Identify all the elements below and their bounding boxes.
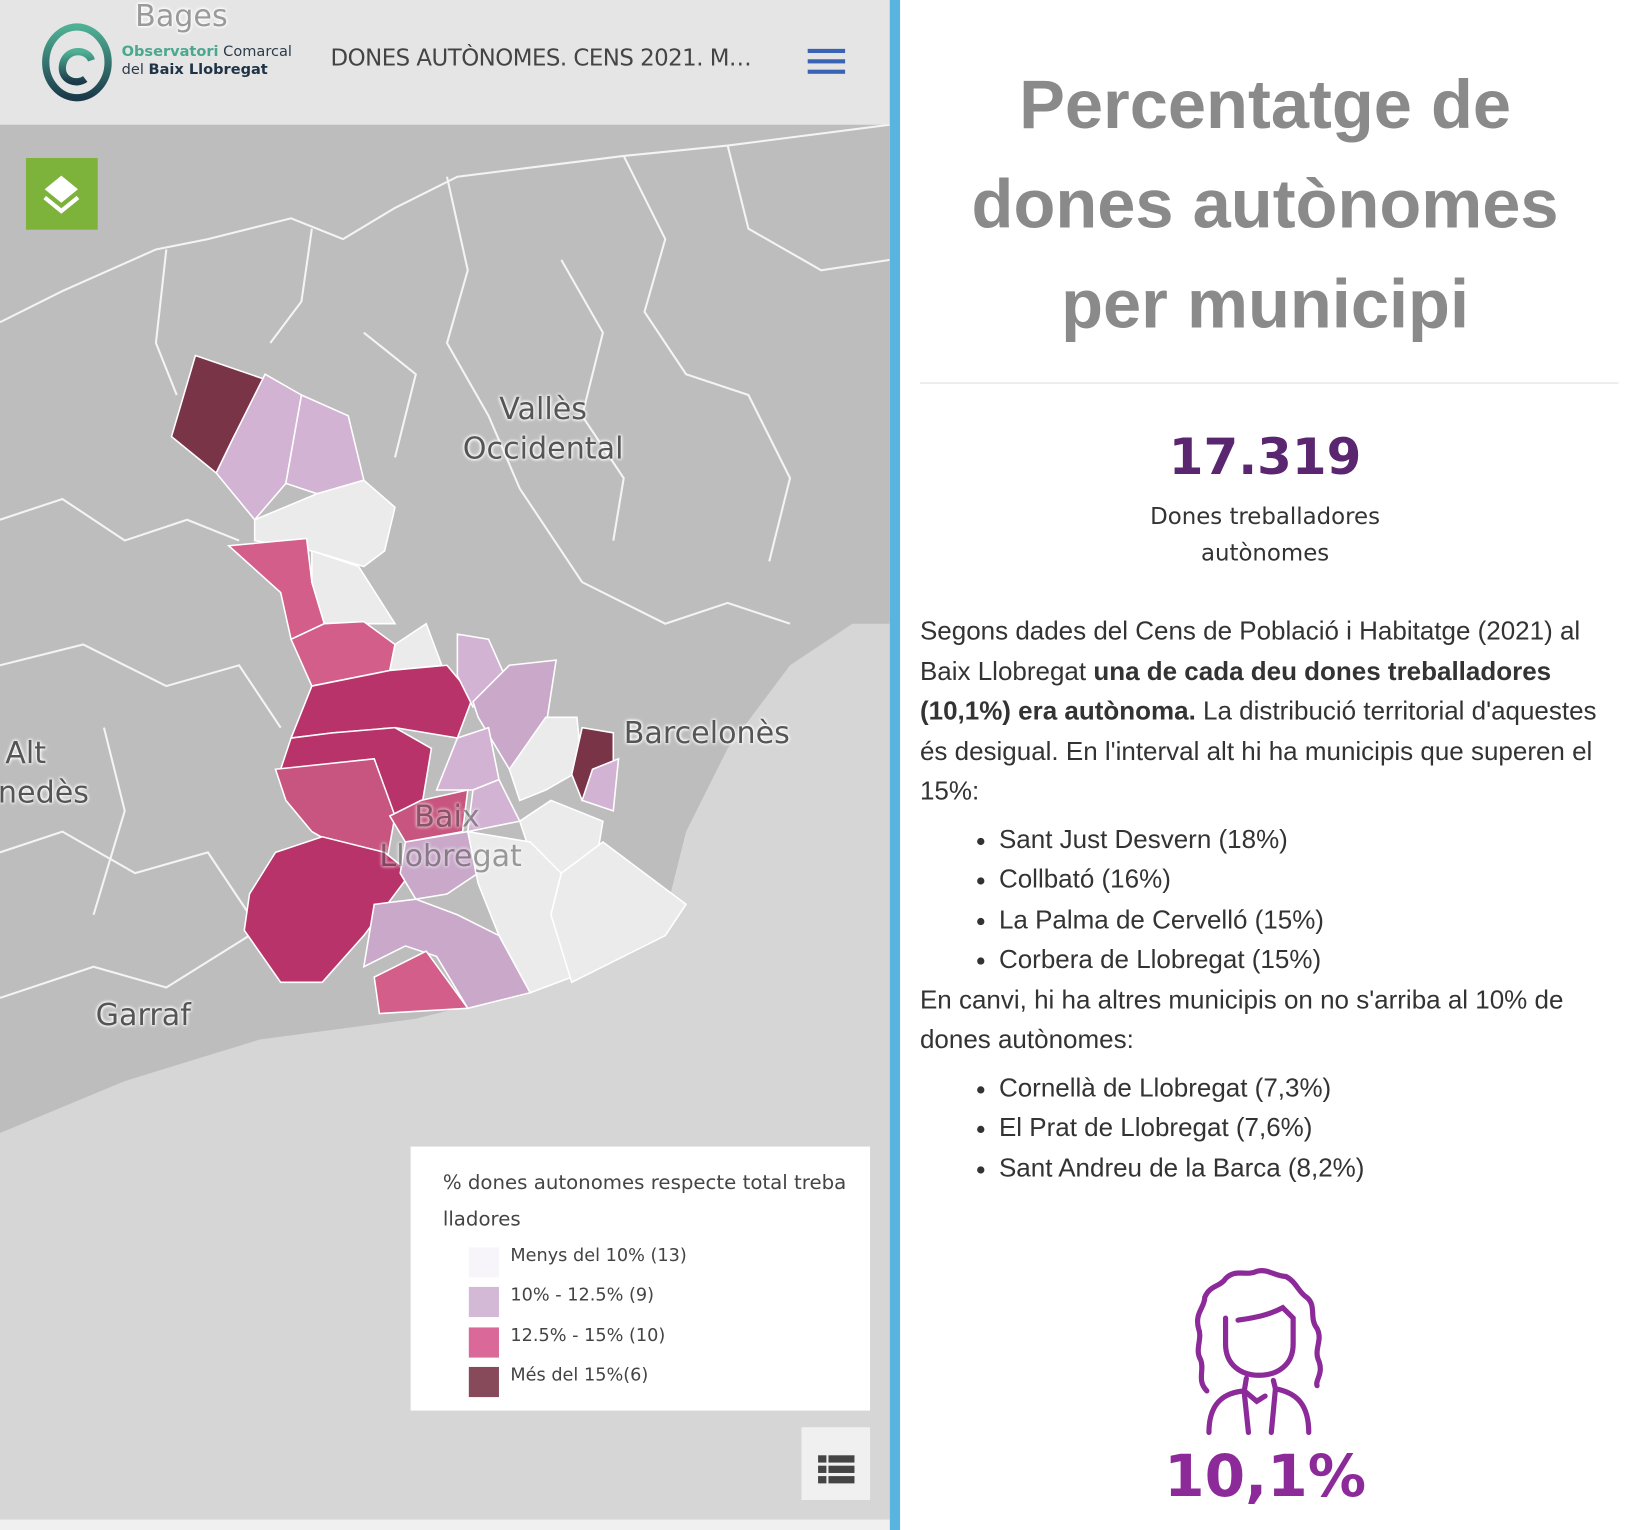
- list-item: Corbera de Llobregat (15%): [999, 940, 1616, 980]
- logo-word-del: del: [121, 61, 144, 78]
- low-intro: En canvi, hi ha altres municipis on no s…: [919, 984, 1564, 1055]
- map-legend: % dones autonomes respecte total treball…: [410, 1146, 871, 1411]
- legend-label: Menys del 10% (13): [510, 1245, 687, 1267]
- legend-title: % dones autonomes respecte total treball…: [442, 1171, 847, 1231]
- map-label-bages: Bages: [135, 0, 228, 34]
- intro-bold: una de cada deu dones treballadores (10,…: [919, 656, 1552, 726]
- list-item: La Palma de Cervelló (15%): [999, 900, 1616, 940]
- map[interactable]: Vallès Occidental Barcelonès Alt nedès G…: [0, 0, 890, 1520]
- list-item: Sant Andreu de la Barca (8,2%): [999, 1148, 1616, 1188]
- map-label-valles: Vallès Occidental: [462, 390, 624, 466]
- list-item: Cornellà de Llobregat (7,3%): [999, 1068, 1616, 1108]
- map-label-alt-penedes-1: Alt: [5, 734, 47, 771]
- map-label-baix-llobregat: Baix Llobregat: [379, 798, 522, 874]
- count-label: Dones treballadores autònomes: [1150, 504, 1381, 567]
- land: [0, 0, 890, 1134]
- municipalities: [170, 354, 688, 1015]
- map-label-alt-penedes-2: nedès: [0, 774, 89, 810]
- list-item: Sant Just Desvern (18%): [999, 820, 1616, 860]
- high-list: Sant Just Desvern (18%) Collbató (16%) L…: [920, 820, 1616, 980]
- title-divider: [919, 382, 1619, 384]
- intro-paragraph: Segons dades del Cens de Població i Habi…: [920, 611, 1616, 811]
- logo-word-comarcal: Comarcal: [223, 43, 292, 61]
- layers-button[interactable]: [25, 158, 98, 230]
- list-item: El Prat de Llobregat (7,6%): [999, 1108, 1616, 1148]
- logo-text: Observatori Comarcal del Baix Llobregat: [122, 44, 292, 79]
- legend-swatch: [468, 1366, 499, 1398]
- municipality[interactable]: [550, 841, 688, 984]
- observatori-logo: [42, 23, 112, 102]
- municipality[interactable]: [362, 898, 532, 1010]
- map-label-barcelones: Barcelonès: [623, 715, 790, 751]
- map-canvas[interactable]: [0, 0, 890, 1520]
- hamburger-icon[interactable]: [807, 48, 846, 76]
- legend-swatch: [468, 1247, 499, 1278]
- map-title: DONES AUTÒNOMES. CENS 2021. M…: [330, 45, 752, 72]
- logo-word-baix: Baix Llobregat: [148, 61, 268, 78]
- legend-swatch: [468, 1286, 499, 1318]
- low-list: Cornellà de Llobregat (7,3%) El Prat de …: [920, 1068, 1616, 1188]
- intro-text-cont: La distribució territorial d'aquestes és…: [919, 696, 1597, 806]
- list-item: Collbató (16%): [999, 860, 1616, 900]
- legend-label: 12.5% - 15% (10): [510, 1325, 666, 1347]
- municipality[interactable]: [581, 757, 620, 812]
- municipality[interactable]: [388, 789, 469, 843]
- info-panel: Percentatge de dones autònomes per munic…: [900, 0, 1630, 1530]
- logo-word-observatori: Observatori: [121, 43, 219, 61]
- legend-swatch: [468, 1327, 499, 1358]
- table-view-button[interactable]: [801, 1427, 871, 1500]
- layers-icon: [43, 175, 80, 214]
- panel-body: Segons dades del Cens de Població i Habi…: [920, 611, 1616, 1188]
- municipality[interactable]: [373, 950, 470, 1015]
- panel-title: Percentatge de dones autònomes per munic…: [971, 65, 1559, 342]
- municipality[interactable]: [243, 835, 412, 984]
- woman-icon: [1195, 1268, 1323, 1436]
- panel-divider[interactable]: [889, 0, 901, 1530]
- intro-text: Segons dades del Cens de Població i Habi…: [919, 616, 1581, 686]
- legend-label: Més del 15%(6): [510, 1364, 649, 1386]
- list-icon: [818, 1455, 855, 1484]
- map-bottom-bar: [0, 1519, 890, 1530]
- map-label-garraf: Garraf: [95, 996, 191, 1033]
- boundaries: [0, 123, 890, 999]
- map-header: Observatori Comarcal del Baix Llobregat …: [0, 0, 890, 125]
- count-value: 17.319: [1168, 428, 1362, 487]
- percent-value: 10,1%: [1164, 1442, 1367, 1511]
- legend-label: 10% - 12.5% (9): [510, 1284, 655, 1306]
